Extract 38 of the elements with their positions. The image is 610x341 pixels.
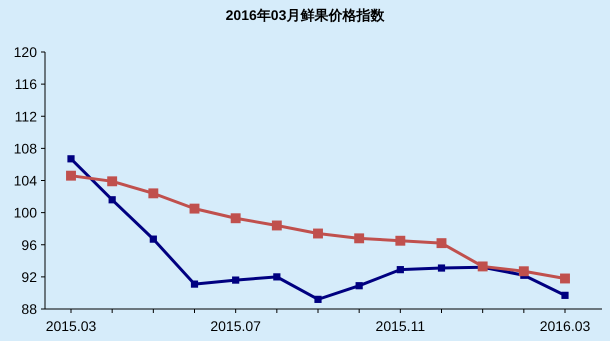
point <box>438 264 446 272</box>
point <box>232 276 240 284</box>
x-tick-label: 2015.03 <box>46 318 97 334</box>
y-tick-label: 96 <box>21 236 38 253</box>
point <box>67 155 75 162</box>
y-tick-label: 104 <box>14 172 38 188</box>
point <box>190 204 200 214</box>
y-tick-label: 108 <box>14 140 38 156</box>
y-tick-label: 116 <box>14 76 38 92</box>
point <box>150 236 157 243</box>
point <box>273 273 280 280</box>
point <box>436 238 446 248</box>
y-tick-label: 100 <box>14 204 38 221</box>
point <box>108 196 116 204</box>
point <box>478 261 488 272</box>
y-tick-label: 88 <box>21 301 38 317</box>
point <box>561 292 569 299</box>
point <box>395 236 406 246</box>
x-tick-label: 2016.03 <box>540 318 591 334</box>
point <box>148 188 158 198</box>
point <box>560 274 570 284</box>
chart-title: 2016年03月鲜果价格指数 <box>226 7 386 23</box>
y-tick-label: 120 <box>14 44 38 60</box>
x-tick-label: 2015.11 <box>376 318 426 334</box>
point <box>107 176 118 186</box>
y-tick-label: 92 <box>21 268 38 285</box>
point <box>313 228 323 238</box>
x-tick-label: 2015.07 <box>210 318 262 334</box>
point <box>230 213 241 224</box>
point <box>396 266 404 274</box>
y-tick-label: 112 <box>14 108 38 124</box>
point <box>272 220 282 230</box>
point <box>66 170 76 181</box>
point <box>356 282 363 290</box>
point <box>354 233 364 244</box>
point <box>314 296 322 303</box>
point <box>190 280 198 288</box>
point <box>518 266 529 276</box>
